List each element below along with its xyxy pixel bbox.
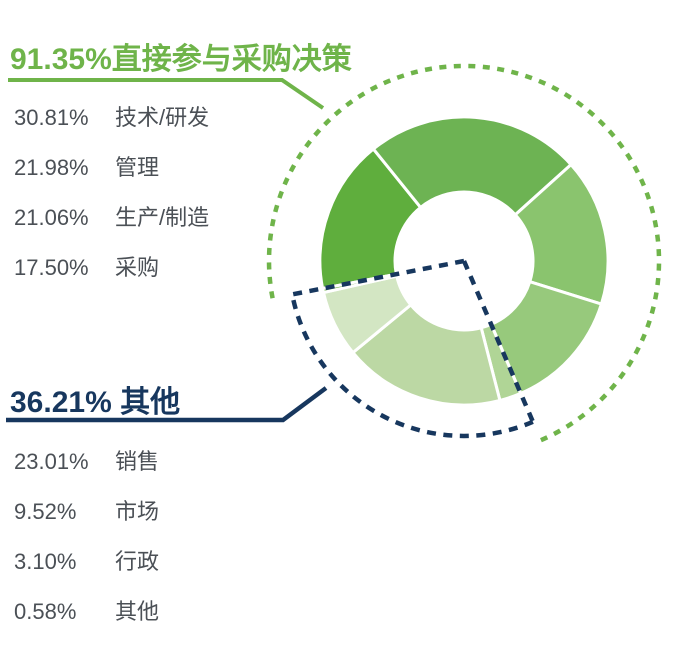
category-label: 技术/研发 bbox=[115, 105, 210, 130]
percent-value: 21.06% bbox=[14, 205, 89, 230]
percent-value: 23.01% bbox=[14, 449, 89, 474]
legend-row: 9.52% 市场 bbox=[14, 499, 159, 549]
donut-segment-管理 bbox=[318, 147, 423, 290]
legend-row: 30.81% 技术/研发 bbox=[14, 105, 209, 155]
category-label: 市场 bbox=[115, 499, 160, 524]
legend-row: 17.50% 采购 bbox=[14, 255, 209, 305]
donut-segment-技术/研发 bbox=[371, 115, 573, 217]
green-group-list: 30.81% 技术/研发 21.98% 管理 21.06% 生产/制造 17.50% 采购 bbox=[14, 105, 209, 305]
blue-group-radial-line-lower bbox=[461, 260, 535, 423]
blue-group-list: 23.01% 销售 9.52% 市场 3.10% 行政 0.58% 其他 bbox=[14, 449, 159, 649]
percent-value: 21.98% bbox=[14, 155, 89, 180]
percent-value: 0.58% bbox=[14, 599, 77, 624]
category-label: 管理 bbox=[115, 155, 160, 180]
donut-segments-layer bbox=[318, 115, 610, 407]
percent-value: 30.81% bbox=[14, 105, 89, 130]
blue-group-radial-line-left bbox=[291, 258, 465, 297]
legend-row: 3.10% 行政 bbox=[14, 549, 159, 599]
category-label: 销售 bbox=[115, 449, 160, 474]
group-dashed-arcs-layer bbox=[266, 63, 662, 443]
percent-value: 3.10% bbox=[14, 549, 77, 574]
category-label: 行政 bbox=[115, 549, 160, 574]
blue-group-headline: 36.21% 其他 bbox=[10, 386, 181, 419]
donut-segment-销售 bbox=[351, 303, 502, 407]
green-group-headline: 91.35%直接参与采购决策 bbox=[10, 43, 352, 76]
green-leader-line bbox=[8, 78, 325, 110]
legend-row: 21.06% 生产/制造 bbox=[14, 205, 209, 255]
green-group-dashed-arc bbox=[266, 63, 662, 443]
legend-row: 0.58% 其他 bbox=[14, 599, 159, 649]
category-label: 其他 bbox=[115, 599, 160, 624]
legend-row: 23.01% 销售 bbox=[14, 449, 159, 499]
percent-value: 9.52% bbox=[14, 499, 77, 524]
blue-group-dashed-arc bbox=[289, 293, 534, 439]
percent-value: 17.50% bbox=[14, 255, 89, 280]
legend-row: 21.98% 管理 bbox=[14, 155, 209, 205]
category-label: 生产/制造 bbox=[115, 205, 210, 230]
category-label: 采购 bbox=[115, 255, 160, 280]
blue-leader-line bbox=[6, 386, 328, 423]
